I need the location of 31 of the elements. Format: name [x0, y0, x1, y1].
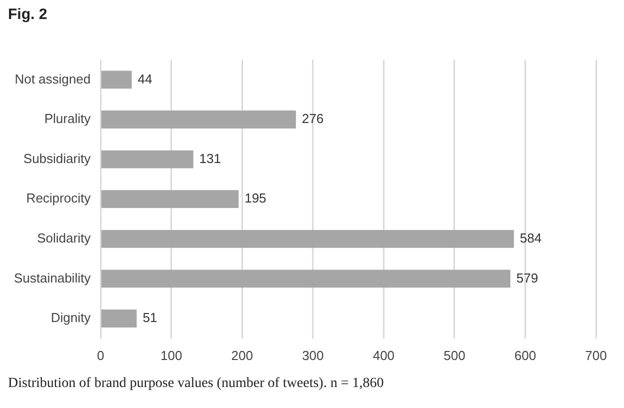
- data-label: 195: [244, 190, 266, 206]
- bar: [101, 190, 239, 208]
- x-tick-label: 100: [160, 348, 182, 363]
- x-tick-label: 0: [96, 348, 104, 363]
- y-tick-label: Plurality: [44, 111, 92, 126]
- y-tick-label: Sustainability: [14, 270, 92, 286]
- bar: [101, 270, 510, 288]
- data-label: 579: [516, 270, 538, 286]
- text: Distribution of brand purpose values (number of tweets). n = 1,860: [8, 376, 384, 392]
- y-tick-label: Not assigned: [14, 71, 91, 86]
- x-tick-label: 300: [302, 348, 324, 363]
- chart-title: Fig. 2: [8, 6, 48, 23]
- y-tick-label: Solidarity: [37, 230, 92, 246]
- data-label: 51: [142, 310, 158, 326]
- x-tick-label: 600: [514, 348, 536, 363]
- y-tick-label: Subsidiarity: [23, 150, 92, 166]
- bar: [101, 110, 296, 128]
- x-tick-label: 400: [372, 348, 395, 363]
- bar: [101, 70, 132, 89]
- x-tick-label: 200: [231, 348, 253, 363]
- data-label: 276: [302, 111, 324, 126]
- data-label: 584: [520, 230, 542, 246]
- x-tick-label: 500: [444, 348, 466, 363]
- y-tick-label: Reciprocity: [26, 190, 92, 206]
- data-label: 44: [138, 71, 152, 86]
- y-tick-label: Dignity: [50, 310, 92, 326]
- bar: [101, 310, 137, 328]
- bar: [101, 230, 514, 248]
- bar: [101, 150, 194, 168]
- data-label: 131: [199, 150, 222, 166]
- x-tick-label: 700: [585, 348, 607, 363]
